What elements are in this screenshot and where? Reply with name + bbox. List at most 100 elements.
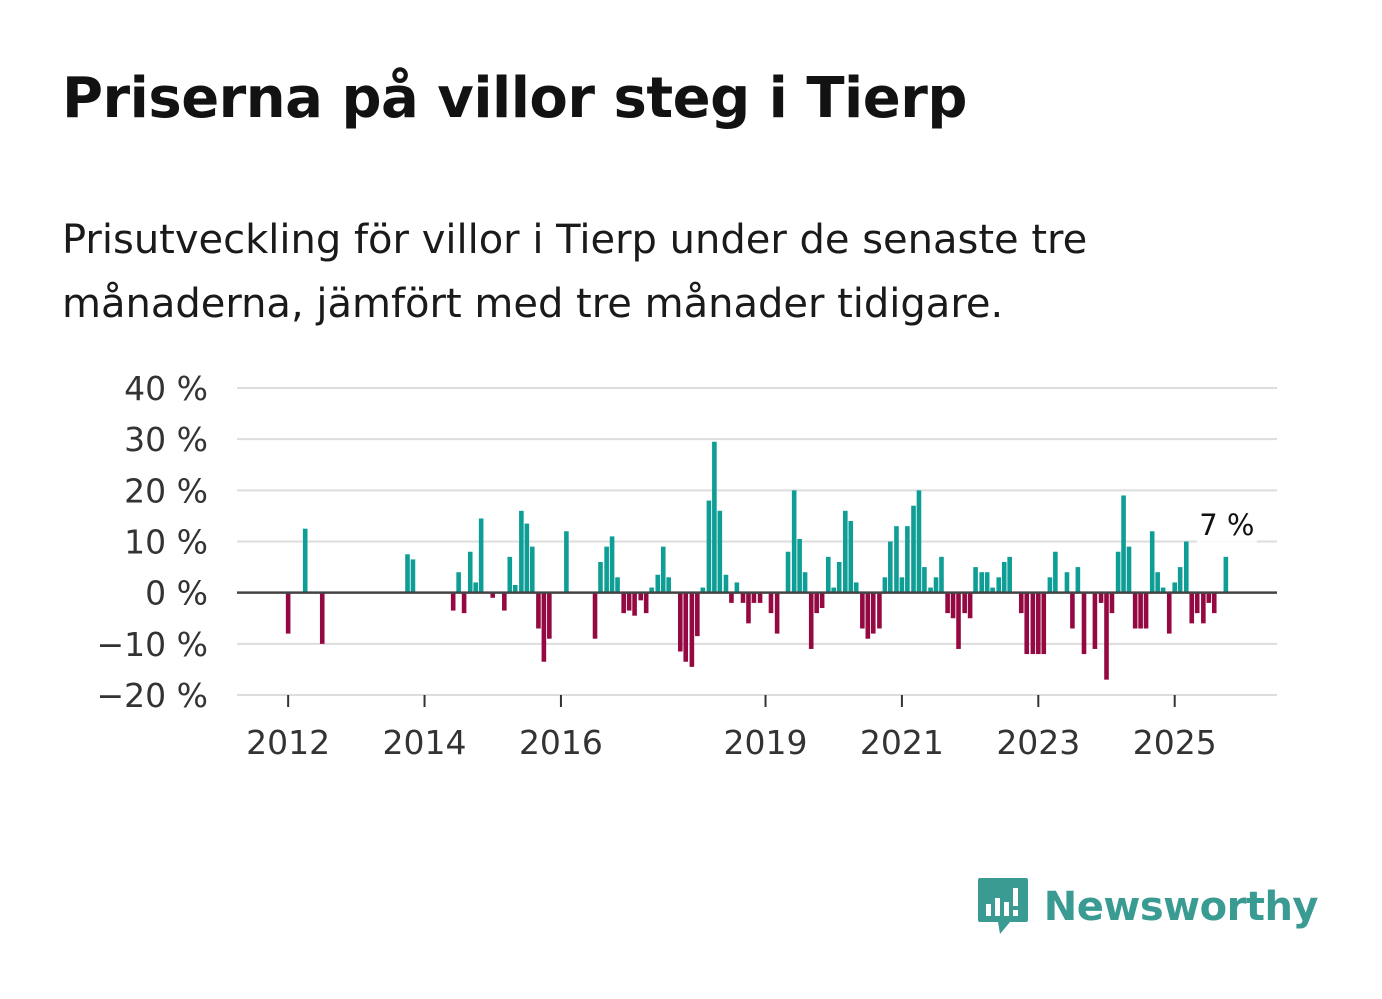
x-tick-label: 2012 (246, 723, 330, 762)
bar (911, 505, 916, 593)
bar (1081, 592, 1087, 655)
bar (860, 592, 865, 629)
bar (808, 592, 814, 649)
y-axis-ticks: 40 % 30 % 20 % 10 % 0 % −10 % −20 % (97, 369, 209, 715)
y-tick-label: −10 % (97, 625, 209, 664)
x-tick-label: 2016 (519, 723, 603, 762)
bar (774, 592, 780, 634)
bar (1143, 592, 1149, 629)
bar (512, 584, 518, 593)
bar (729, 592, 734, 603)
bar (996, 577, 1002, 593)
bar (529, 546, 535, 593)
bar (1138, 592, 1143, 629)
bar (717, 510, 723, 593)
bar (547, 592, 552, 639)
bar (1126, 546, 1132, 593)
x-tick-label: 2014 (383, 723, 467, 762)
bar (450, 592, 456, 611)
bar (490, 592, 496, 598)
bar (632, 592, 637, 616)
bar (939, 556, 944, 593)
bar (865, 592, 871, 639)
bar (1189, 592, 1195, 624)
bar (1166, 592, 1172, 634)
bar (933, 577, 939, 593)
bar (1018, 592, 1024, 614)
bar (1223, 556, 1229, 593)
bar (870, 592, 876, 634)
bar (740, 592, 746, 603)
y-tick-label: 0 % (145, 574, 208, 613)
bar (1041, 592, 1047, 655)
bar (785, 551, 791, 593)
newsworthy-logo-icon (977, 878, 1028, 934)
y-tick-label: 10 % (124, 523, 208, 562)
bar (757, 592, 763, 603)
bar (319, 592, 325, 644)
bar (1194, 592, 1200, 614)
bar (405, 554, 410, 593)
bar (604, 546, 609, 593)
bar (990, 587, 995, 593)
bar (1201, 592, 1206, 624)
x-tick-label: 2019 (724, 723, 808, 762)
bar (700, 587, 706, 593)
bar (1024, 592, 1030, 655)
bar (615, 577, 620, 593)
y-tick-label: −20 % (97, 676, 209, 715)
bar (695, 592, 700, 637)
bar (956, 592, 961, 649)
grid-lines (237, 387, 1277, 696)
y-tick-label: 20 % (124, 471, 208, 510)
bar (1064, 572, 1070, 593)
bar (655, 574, 661, 593)
bar (1007, 556, 1012, 593)
bar (1104, 592, 1109, 680)
x-axis-ticks: 2012 2014 2016 2019 2021 2023 2025 (246, 695, 1217, 762)
bar (843, 510, 848, 593)
bar (524, 523, 530, 593)
bar-chart: 40 %30 %20 %10 %0 %−10 %−20 % 2012 2014 20… (97, 369, 1277, 762)
bar (1121, 495, 1126, 593)
bar (768, 592, 774, 614)
bar (950, 592, 956, 619)
bar (819, 592, 825, 609)
bar (1155, 572, 1160, 593)
chart-subtitle: Prisutveckling för villor i Tierp under … (62, 217, 1088, 327)
bar (1149, 531, 1155, 593)
bar (1092, 592, 1098, 649)
bar (1075, 567, 1081, 593)
bar (1211, 592, 1217, 614)
bar (888, 541, 893, 593)
bar (478, 518, 484, 593)
bar (1115, 551, 1121, 593)
bar (899, 577, 905, 593)
bar (751, 592, 757, 603)
bar (285, 592, 291, 634)
bar (734, 582, 740, 593)
bar (962, 592, 967, 614)
bar (836, 561, 842, 593)
bar (848, 521, 854, 593)
bar (979, 572, 985, 593)
bar (1070, 592, 1075, 629)
bar (507, 556, 513, 593)
bar (649, 587, 654, 593)
last-value-bg (1196, 508, 1257, 543)
bar (1001, 561, 1007, 593)
bar (638, 592, 644, 601)
bar (410, 559, 416, 593)
bar (967, 592, 973, 619)
bar (791, 490, 797, 593)
bar (502, 592, 507, 611)
annotations: 7 % (1196, 508, 1257, 543)
bar (1206, 592, 1212, 603)
bar (802, 572, 808, 593)
bar (831, 587, 837, 593)
bars (237, 441, 1277, 680)
bar (825, 556, 831, 593)
bar (928, 587, 933, 593)
bar (706, 500, 712, 593)
bar (683, 592, 689, 662)
